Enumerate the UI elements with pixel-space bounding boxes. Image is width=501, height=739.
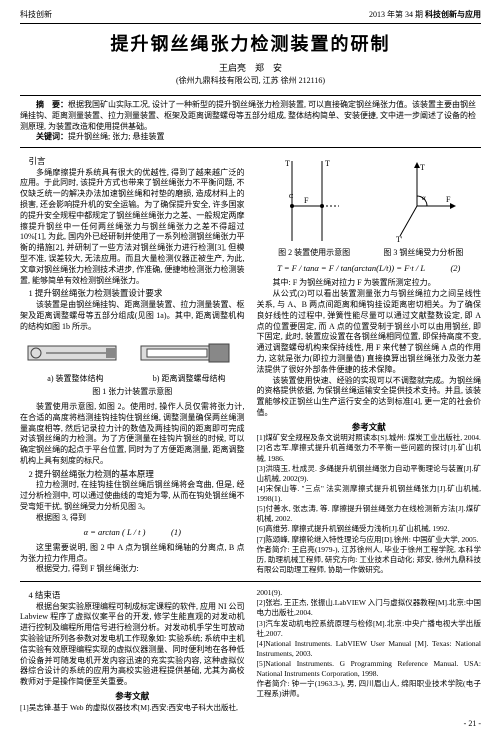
fig1b-diagram: [135, 336, 235, 372]
s4-head: 4 结束语: [20, 590, 245, 601]
lref-4: [4]National Instruments. LabVIEW User Ma…: [257, 639, 482, 659]
s1-head: 1 提升钢丝绳张力检测装置设计要求: [20, 288, 245, 299]
ref-5: [5]付善水, 张志涛, 等. 摩擦提升钢丝绳张力在线检测新方法[J].煤矿机械…: [257, 504, 482, 524]
s2-text: 拉力检测时, 在挂钩挂住钢丝绳后钢丝绳将会弯曲, 但是, 经过分析检测中, 可以…: [20, 480, 245, 512]
main-columns: 引言 多绳摩擦提升系统具有很大的优越性, 得到了越来越广泛的应用。于此同时, 该…: [20, 154, 481, 575]
lower-ref-head: 参考文献: [20, 691, 245, 702]
r-para1: 其中: F 为钢丝绳对拉力 F 为装置所测定拉力。: [257, 278, 482, 289]
form1-intro: 根据图 3, 得到: [20, 513, 245, 524]
svg-text:F: F: [446, 195, 451, 204]
lref-3: [3]汽车发动机电控系统原理与检修[M].北京:中央广播电视大学出版社,2007…: [257, 619, 482, 639]
s4-text: 根据台架实验原理编程可制成标定课程的软件, 应用 NI 公司 Labview 程…: [20, 602, 245, 688]
formula-2: T = F / tanα = F / tan(arctan(L/t)) = F·…: [257, 263, 482, 274]
s2-head: 2 提升钢丝绳张力检测的基本原理: [20, 469, 245, 480]
authors: 王启亮 郑 安: [20, 62, 481, 74]
ref-6: [6]高维劳. 摩擦式提升机钢丝绳受力浅析[J].矿山机械, 1992.: [257, 524, 482, 534]
r-para2: 从公式(2)可以看出装置测量张力与钢丝绳拉力之间呈线性关系, 与 A、B 两点间…: [257, 289, 482, 375]
svg-text:T': T': [396, 235, 403, 244]
lower-right: 2001(9). [2]张岩, 王正杰, 张振山.LabVIEW 入门与虚拟仪器…: [257, 588, 482, 712]
page-number: - 21 -: [20, 719, 481, 730]
fig3-diagram: T F T' α: [372, 156, 462, 246]
affiliation: (徐州九鼎科技有限公司, 江苏 徐州 212116): [20, 76, 481, 87]
ref-2: [2]名志军.摩擦式提升机首绳张力不平衡一些问题的探讨[J].矿山机械, 198…: [257, 443, 482, 463]
ref-7: [7]陈颂峰, 摩擦轮继入特性理论与应用[D].徐州: 中国矿业大学, 2005…: [257, 535, 482, 545]
page-header: 科技创新 2013 年第 34 期 科技创新与应用: [20, 10, 481, 24]
intro-text: 多绳摩擦提升系统具有很大的优越性, 得到了越来越广泛的应用。于此同时, 该提升方…: [20, 168, 245, 287]
s3: 该装置使用快速、经验的实现可以不调整就完成。为钢丝绳的资格提供依据, 为保钢丝绳…: [257, 376, 482, 419]
keywords-label: 关键词：: [36, 132, 68, 141]
abstract: 摘 要：根据我国矿山实际工况, 设计了一种新型的提升钢丝绳张力检测装置, 可以直…: [20, 95, 481, 148]
svg-text:T: T: [420, 163, 425, 172]
lref-5: [5]National Instruments. G Programming R…: [257, 659, 482, 679]
header-left: 科技创新: [20, 10, 52, 21]
author-bio: 作者简介: 王启亮(1979-), 江苏徐州人, 毕业于徐州工程学院, 本科学历…: [257, 545, 482, 575]
references-head: 参考文献: [257, 422, 482, 433]
s1-text: 该装置是由钢丝绳挂钩、距离测量装置、拉力测量装置、枢架及距离调整螺母等五部分组成…: [20, 300, 245, 332]
separator: [20, 581, 481, 582]
lower-left: 4 结束语 根据台架实验原理编程可制成标定课程的软件, 应用 NI 公司 Lab…: [20, 588, 245, 712]
lower-columns: 4 结束语 根据台架实验原理编程可制成标定课程的软件, 应用 NI 公司 Lab…: [20, 588, 481, 712]
svg-text:T: T: [325, 159, 330, 168]
abstract-label: 摘 要：: [36, 100, 68, 109]
fig1-caption: 图 1 张力计装置示意图: [20, 387, 245, 398]
abstract-text: 根据我国矿山实际工况, 设计了一种新型的提升钢丝绳张力检测装置, 可以直接确定钢…: [20, 100, 476, 131]
keywords-text: 提升钢丝绳; 张力; 悬挂装置: [68, 132, 164, 141]
intro-head: 引言: [20, 156, 245, 167]
ref-4: [4]宋保山等. "三点" 法实测摩擦式提升机钢丝绳张力[J].矿山机械, 19…: [257, 484, 482, 504]
lref-1: [1]吴志锋.基于 Web 的虚拟仪器技术[M].西安:西安电子科大出版社,: [20, 703, 245, 713]
fig1a-diagram: [22, 336, 122, 372]
figures-2-3: T T F α 图 2 装置使用示意图 T: [257, 156, 482, 259]
article-title: 提升钢丝绳张力检测装置的研制: [20, 32, 481, 56]
svg-text:α: α: [289, 191, 294, 200]
s1-cont: 装置使用示意图, 如图 2。使用时, 操作人员仅需将张力计, 在合适的高度将档测…: [20, 402, 245, 467]
ref-1: [1]煤矿安全规程及条文说明对照读本[S].城州: 煤炭工业出版社, 2004.: [257, 433, 482, 443]
svg-text:F: F: [304, 196, 309, 205]
formula-1b: 根据受力, 得到 F 钢丝绳张力:: [20, 564, 245, 575]
lref-2: [2]张岩, 王正杰, 张振山.LabVIEW 入门与虚拟仪器教程[M].北京:…: [257, 598, 482, 618]
header-right: 2013 年第 34 期 科技创新与应用: [369, 10, 481, 21]
ref-3: [3]洪晓玉, 杜成灵. 多绳提升机钢丝绳张力自动平衡理论与装置[J].矿山机械…: [257, 464, 482, 484]
fig2-diagram: T T F α: [262, 156, 352, 246]
lref-cont: 2001(9).: [257, 588, 482, 598]
lower-author-bio: 作者简介: 钟一宁(1963.3-), 男, 四川眉山人, 绵阳职业技术学院(电…: [257, 679, 482, 699]
left-column: 引言 多绳摩擦提升系统具有很大的优越性, 得到了越来越广泛的应用。于此同时, 该…: [20, 154, 245, 575]
svg-text:α: α: [422, 194, 426, 202]
right-column: T T F α 图 2 装置使用示意图 T: [257, 154, 482, 575]
svg-text:T: T: [285, 159, 290, 168]
formula-1: α = arctan ( L / t ) (1): [20, 527, 245, 538]
figure-1: a) 装置整体结构 b) 距离调整螺母结构 图 1 张力计装置示意图: [20, 336, 245, 398]
form1-note: 这里需要说明, 图 2 中 A 点为钢丝绳和绳轴的分离点, B 点为张力拉力作用…: [20, 543, 245, 565]
